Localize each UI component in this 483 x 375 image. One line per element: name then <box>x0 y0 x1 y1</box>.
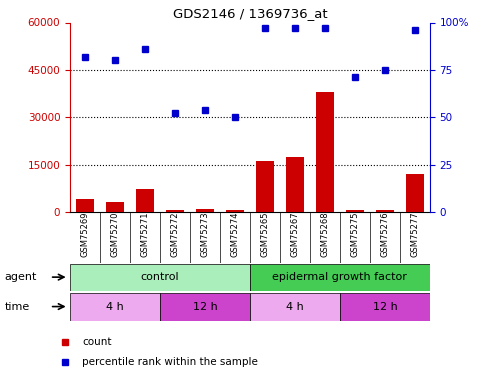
Text: epidermal growth factor: epidermal growth factor <box>272 272 407 282</box>
Text: control: control <box>141 272 179 282</box>
Text: 12 h: 12 h <box>372 302 397 312</box>
Text: GSM75271: GSM75271 <box>141 212 150 257</box>
Bar <box>250 292 340 321</box>
Text: count: count <box>82 336 112 346</box>
Title: GDS2146 / 1369736_at: GDS2146 / 1369736_at <box>172 7 327 20</box>
Bar <box>340 292 430 321</box>
Text: GSM75273: GSM75273 <box>200 212 210 258</box>
Text: GSM75275: GSM75275 <box>350 212 359 257</box>
Bar <box>106 202 124 212</box>
Bar <box>76 199 94 212</box>
Bar <box>70 292 160 321</box>
Text: GSM75267: GSM75267 <box>290 212 299 258</box>
Bar <box>286 157 304 212</box>
Bar <box>250 264 430 291</box>
Text: GSM75269: GSM75269 <box>81 212 89 257</box>
Text: time: time <box>5 302 30 312</box>
Text: GSM75268: GSM75268 <box>320 212 329 258</box>
Text: 12 h: 12 h <box>193 302 217 312</box>
Bar <box>316 92 334 212</box>
Bar <box>136 189 154 212</box>
Bar <box>226 210 244 212</box>
Bar <box>346 210 364 212</box>
Bar <box>406 174 424 212</box>
Text: GSM75277: GSM75277 <box>411 212 419 258</box>
Bar <box>166 210 184 212</box>
Bar <box>70 264 250 291</box>
Text: GSM75270: GSM75270 <box>111 212 119 257</box>
Bar <box>256 161 274 212</box>
Text: GSM75276: GSM75276 <box>381 212 389 258</box>
Bar <box>160 292 250 321</box>
Text: GSM75272: GSM75272 <box>170 212 180 257</box>
Text: agent: agent <box>5 272 37 282</box>
Text: GSM75274: GSM75274 <box>230 212 240 257</box>
Bar <box>376 210 394 212</box>
Text: 4 h: 4 h <box>286 302 304 312</box>
Text: 4 h: 4 h <box>106 302 124 312</box>
Bar <box>196 209 214 212</box>
Text: percentile rank within the sample: percentile rank within the sample <box>82 357 258 367</box>
Text: GSM75265: GSM75265 <box>260 212 270 257</box>
